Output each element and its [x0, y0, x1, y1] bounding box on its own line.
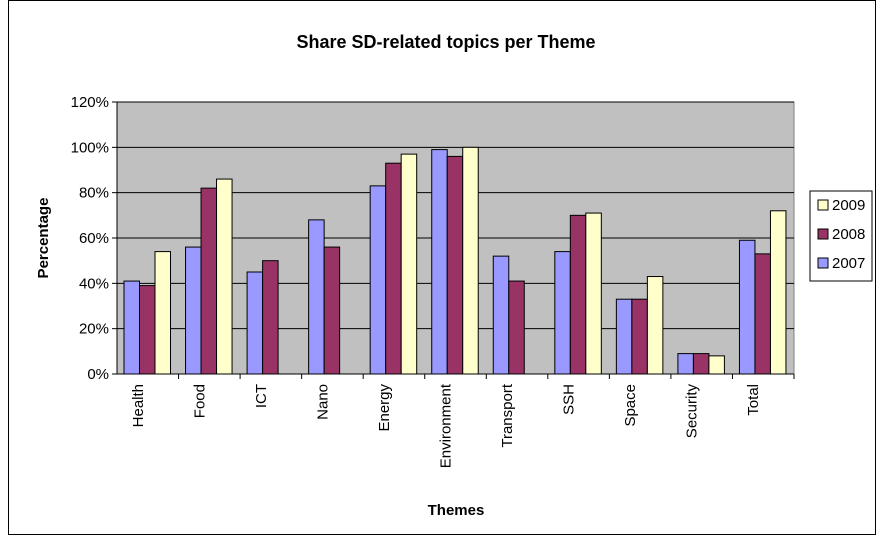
bar-2007-transport — [492, 255, 510, 375]
bar-2007-food — [185, 246, 202, 375]
x-tick-labels: Health Food ICT Nano Energy Environment Transp… — [130, 383, 762, 468]
bar-2009-security — [708, 355, 725, 375]
x-tick-label: Nano — [314, 384, 331, 420]
x-tick-label: Space — [622, 384, 639, 427]
legend-label-2009: 2009 — [832, 197, 865, 214]
bar-2008-environment — [446, 155, 464, 375]
y-tick-label: 0% — [87, 366, 109, 383]
bar-2007-ssh — [554, 251, 571, 375]
bar-2008-food — [200, 187, 218, 375]
bar-2007-space — [615, 298, 633, 375]
x-tick-label: Energy — [376, 384, 393, 432]
bar-2009-total — [769, 210, 787, 375]
x-tick-label: Environment — [438, 383, 455, 468]
x-tick-label: Transport — [499, 383, 516, 447]
y-tick-label: 20% — [79, 321, 109, 338]
y-tick-label: 40% — [79, 275, 109, 292]
bar-2008-total — [754, 253, 771, 375]
x-tick-label: Food — [191, 384, 208, 418]
y-tick-labels: 0% 20% 40% 60% 80% 100% 120% — [71, 94, 109, 383]
x-axis-title: Themes — [428, 502, 485, 519]
y-tick-label: 120% — [71, 94, 109, 111]
bar-2009-ssh — [585, 212, 602, 375]
legend-swatch-2008 — [817, 228, 829, 240]
bar-2008-nano — [323, 246, 341, 375]
bar-2008-health — [139, 285, 156, 375]
bar-2008-security — [692, 353, 710, 375]
y-tick-label: 60% — [79, 230, 109, 247]
bar-2008-transport — [508, 280, 525, 375]
bar-2008-energy — [385, 162, 402, 375]
chart-title: Share SD-related topics per Theme — [296, 32, 595, 52]
bar-2009-health — [154, 251, 171, 375]
x-tick-label: Total — [745, 384, 762, 416]
y-tick-label: 100% — [71, 139, 109, 156]
x-tick-label: SSH — [561, 384, 578, 415]
bar-2008-space — [631, 298, 648, 375]
bar-2007-security — [677, 353, 694, 375]
bar-2007-total — [738, 239, 756, 375]
bar-2009-environment — [462, 146, 479, 375]
legend-swatch-2009 — [817, 199, 829, 211]
bar-2008-ict — [262, 260, 279, 375]
legend: 2009 2008 2007 — [809, 190, 873, 282]
legend-swatch-2007 — [817, 257, 829, 269]
bars — [123, 146, 787, 375]
legend-label-2007: 2007 — [832, 255, 865, 272]
bar-2009-energy — [400, 153, 418, 375]
bar-2008-ssh — [569, 214, 587, 375]
bar-2009-space — [646, 276, 664, 375]
bar-2007-environment — [431, 149, 448, 375]
bar-2007-health — [123, 280, 140, 375]
bar-2007-nano — [308, 219, 325, 375]
bar-2007-ict — [246, 271, 264, 375]
legend-label-2008: 2008 — [832, 226, 865, 243]
bar-2009-food — [216, 178, 233, 375]
y-tick-label: 80% — [79, 185, 109, 202]
x-tick-label: Health — [130, 384, 147, 427]
bar-2007-energy — [369, 185, 387, 375]
x-tick-label: Security — [684, 384, 701, 439]
axes — [112, 101, 795, 379]
x-tick-label: ICT — [253, 384, 270, 408]
y-axis-title: Percentage — [35, 198, 52, 279]
